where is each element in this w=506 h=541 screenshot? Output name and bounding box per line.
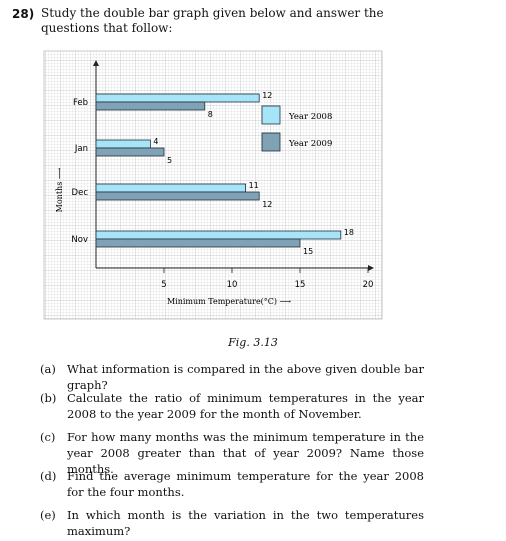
- subquestion-text: Calculate the ratio of minimum temperatu…: [67, 391, 424, 421]
- bar-value-label: 5: [167, 156, 172, 165]
- subquestion-text: For how many months was the minimum temp…: [67, 430, 424, 476]
- x-axis-arrow: [368, 265, 374, 271]
- bar-value-label: 4: [153, 137, 158, 146]
- subquestion-text: What information is compared in the abov…: [67, 362, 424, 392]
- bar-jan-year-2008: [95, 139, 151, 149]
- y-axis-arrow: [93, 60, 99, 66]
- bar-value-label: 18: [344, 228, 354, 237]
- x-axis-label: Minimum Temperature(°C) ⟶: [167, 297, 292, 306]
- bar-dec-year-2009: [95, 191, 260, 201]
- bar-nov-year-2009: [95, 238, 301, 248]
- bar-jan-year-2009: [95, 147, 165, 157]
- question-number: 28): [12, 7, 35, 21]
- x-tick-label: 20: [363, 280, 374, 290]
- category-label-feb: Feb: [73, 98, 88, 108]
- bar-value-label: 12: [262, 91, 272, 100]
- legend-label-year-2008: Year 2008: [288, 112, 332, 122]
- legend-label-year-2009: Year 2009: [288, 139, 332, 149]
- legend-swatch-year-2009: [261, 132, 281, 152]
- bar-value-label: 15: [303, 247, 313, 256]
- x-tick-label: 10: [227, 280, 238, 290]
- subquestion-label: (d): [40, 469, 57, 483]
- category-label-dec: Dec: [72, 188, 89, 198]
- subquestion-label: (a): [40, 362, 56, 376]
- double-bar-graph: 5 10 15 20 Minimum Temperature(°C) ⟶ Months ⟶…: [43, 50, 383, 320]
- subquestion-label: (e): [40, 508, 56, 522]
- subquestion-label: (b): [40, 391, 57, 405]
- x-tick-label: 15: [295, 280, 306, 290]
- subquestion-label: (c): [40, 430, 56, 444]
- bar-feb-year-2009: [95, 101, 206, 111]
- bar-feb-year-2008: [95, 93, 260, 103]
- category-label-jan: Jan: [74, 144, 88, 154]
- subquestion-text: Find the average minimum temperature for…: [67, 469, 424, 499]
- x-tick-label: 5: [161, 280, 166, 290]
- y-axis-label: Months ⟶: [55, 167, 64, 212]
- bar-value-label: 8: [208, 110, 213, 119]
- category-label-nov: Nov: [71, 235, 88, 245]
- bar-value-label: 12: [262, 200, 272, 209]
- bar-dec-year-2008: [95, 183, 247, 193]
- bar-nov-year-2008: [95, 230, 342, 240]
- subquestion-text: In which month is the variation in the t…: [67, 508, 424, 538]
- figure-caption: Fig. 3.13: [228, 336, 278, 349]
- bar-value-label: 11: [249, 181, 259, 190]
- legend-swatch-year-2008: [261, 105, 281, 125]
- question-text: Study the double bar graph given below a…: [41, 6, 384, 35]
